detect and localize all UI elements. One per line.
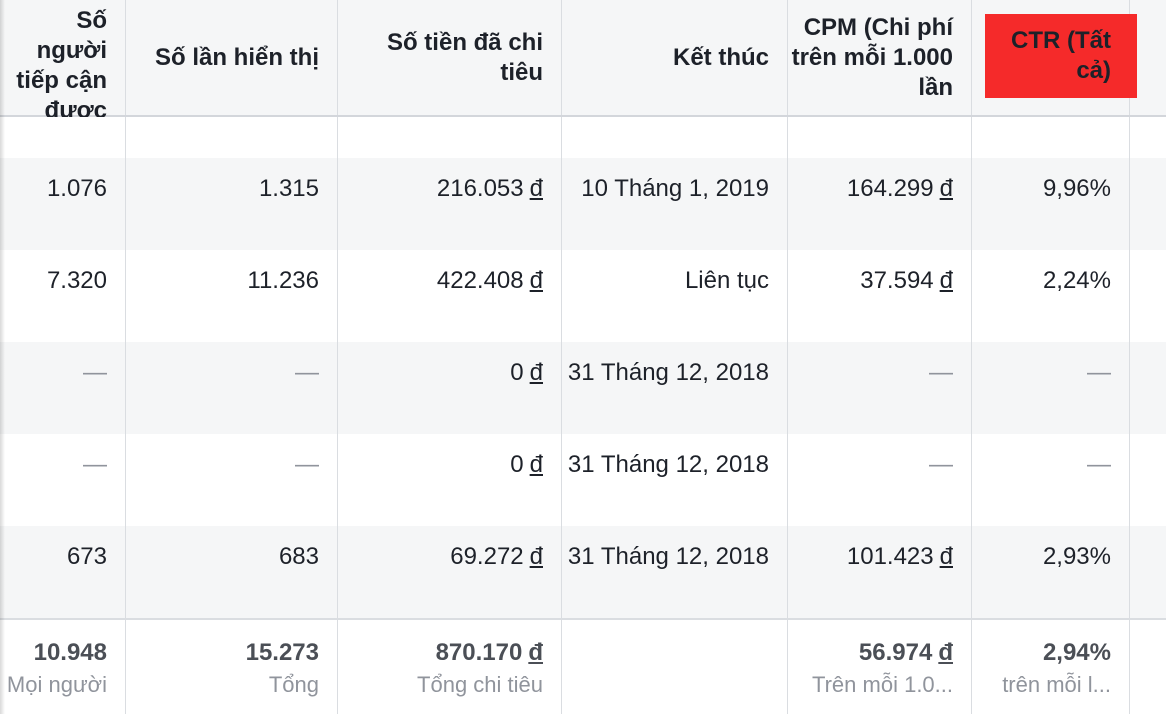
cell-ctr: — <box>972 434 1130 526</box>
cell-ctr: — <box>972 342 1130 434</box>
cell-end: Liên tục <box>562 250 788 342</box>
cell-cpm: 37.594 đ <box>788 250 972 342</box>
ctr-highlight-box[interactable]: CTR (Tất cả) <box>985 14 1137 98</box>
spacer-row <box>0 117 1166 158</box>
cell-reach: — <box>0 434 126 526</box>
cell-cpm: — <box>788 342 972 434</box>
cell-ctr: 2,93% <box>972 526 1130 618</box>
column-header-amount-spent[interactable]: Số tiền đã chi tiêu <box>338 0 562 115</box>
cell-spent: 69.272 đ <box>338 526 562 618</box>
cell-end: 31 Tháng 12, 2018 <box>562 342 788 434</box>
cell-cpm: — <box>788 434 972 526</box>
cell-reach: — <box>0 342 126 434</box>
table-row[interactable]: — —0 đ 31 Tháng 12, 2018— — <box>0 434 1166 526</box>
total-cpm-label: Trên mỗi 1.0... <box>811 672 953 697</box>
total-impressions: 15.273 <box>245 639 319 666</box>
cell-impressions: 11.236 <box>126 250 338 342</box>
cell-impressions: 1.315 <box>126 158 338 250</box>
cell-impressions: 683 <box>126 526 338 618</box>
header-label: CPM (Chi phí trên mỗi 1.000 lần <box>791 13 953 101</box>
total-reach-label: Mọi người <box>6 672 107 697</box>
table-header: Số người tiếp cận được Số lần hiển thị S… <box>0 0 1166 124</box>
column-header-cpm[interactable]: CPM (Chi phí trên mỗi 1.000 lần <box>788 0 972 115</box>
total-reach: 10.948 <box>33 639 107 666</box>
cell-cpm: 101.423 đ <box>788 526 972 618</box>
total-ctr-label: trên mỗi l... <box>1002 672 1111 697</box>
header-label: Số lần hiển thị <box>154 43 319 71</box>
column-header-reach[interactable]: Số người tiếp cận được <box>0 0 126 124</box>
cell-ctr: 9,96% <box>972 158 1130 250</box>
header-label: Số tiền đã chi tiêu <box>386 28 543 86</box>
cell-cpm: 164.299 đ <box>788 158 972 250</box>
total-impressions-label: Tổng <box>268 672 319 697</box>
column-header-ends[interactable]: Kết thúc <box>562 0 788 115</box>
total-ctr: 2,94% <box>1042 639 1111 666</box>
scroll-shadow <box>0 0 5 714</box>
cell-end: 10 Tháng 1, 2019 <box>562 158 788 250</box>
total-spent: 870.170 đ <box>435 639 543 666</box>
cell-reach: 7.320 <box>0 250 126 342</box>
cell-end: 31 Tháng 12, 2018 <box>562 434 788 526</box>
cell-spent: 216.053 đ <box>338 158 562 250</box>
header-label: Kết thúc <box>673 43 769 71</box>
cell-impressions: — <box>126 434 338 526</box>
cell-spent: 422.408 đ <box>338 250 562 342</box>
cell-reach: 673 <box>0 526 126 618</box>
cell-end: 31 Tháng 12, 2018 <box>562 526 788 618</box>
total-cpm: 56.974 đ <box>858 639 953 666</box>
table-row[interactable]: — —0 đ 31 Tháng 12, 2018— — <box>0 342 1166 434</box>
table-row[interactable]: 1.076 1.315 216.053 đ 10 Tháng 1, 2019 164.29… <box>0 158 1166 250</box>
total-spent-label: Tổng chi tiêu <box>417 672 543 697</box>
cell-reach: 1.076 <box>0 158 126 250</box>
cell-ctr: 2,24% <box>972 250 1130 342</box>
table-row[interactable]: 7.320 11.236 422.408 đ Liên tục 37.594 đ 2,24% <box>0 250 1166 342</box>
header-label: Số người tiếp cận được <box>16 7 107 124</box>
ctr-header-label: CTR (Tất cả) <box>1011 27 1111 84</box>
column-header-impressions[interactable]: Số lần hiển thị <box>126 0 338 115</box>
cell-impressions: — <box>126 342 338 434</box>
table-row[interactable]: 673 683 69.272 đ 31 Tháng 12, 2018 101.423 đ 2,… <box>0 526 1166 618</box>
totals-row: 10.948 Mọi người 15.273 Tổng 870.170 đ Tổng … <box>0 618 1166 714</box>
